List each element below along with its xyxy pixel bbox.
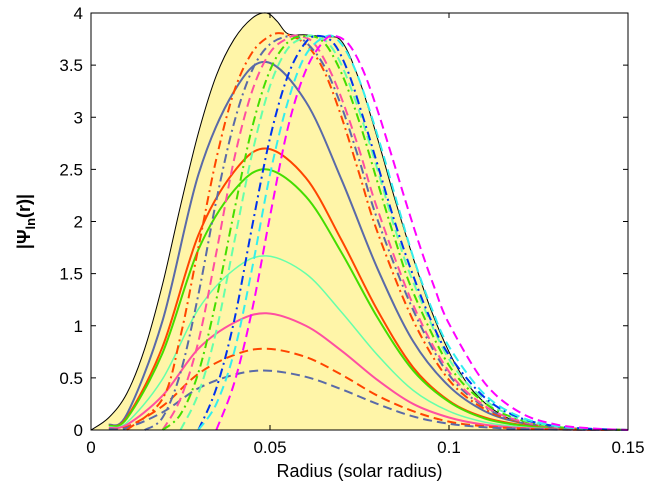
y-axis-title: |Ψln(r)| <box>14 194 38 249</box>
series-line-3 <box>108 168 629 431</box>
series-line-12 <box>179 34 629 431</box>
y-tick-label: 2 <box>74 213 83 232</box>
y-tick-label: 0 <box>74 421 83 440</box>
series-line-13 <box>197 34 629 431</box>
x-tick-label: 0.15 <box>611 438 644 457</box>
y-axis-title-tail: (r)| <box>14 194 34 218</box>
y-tick-label: 0.5 <box>59 369 83 388</box>
y-tick-label: 2.5 <box>59 160 83 179</box>
x-tick-label: 0.1 <box>437 438 461 457</box>
envelope-fill <box>91 12 628 431</box>
y-axis-ticks: 0 0.5 1 1.5 2 2.5 3 3.5 4 <box>59 4 628 440</box>
series-line-10 <box>161 34 629 431</box>
y-tick-label: 4 <box>74 4 83 23</box>
y-tick-label: 1.5 <box>59 265 83 284</box>
series-line-1 <box>108 60 629 431</box>
y-axis-title-subscript: ln <box>23 218 38 230</box>
x-tick-label: 0 <box>86 438 95 457</box>
x-tick-label: 0.05 <box>253 438 286 457</box>
x-axis-ticks: 0 0.05 0.1 0.15 <box>86 13 645 457</box>
series-line-15 <box>215 34 629 431</box>
y-tick-label: 3.5 <box>59 56 83 75</box>
y-tick-label: 1 <box>74 317 83 336</box>
series-lines <box>108 32 629 431</box>
y-tick-label: 3 <box>74 108 83 127</box>
series-line-14 <box>197 34 629 431</box>
x-axis-title: Radius (solar radius) <box>276 461 442 481</box>
y-axis-title-main: |Ψ <box>14 229 34 249</box>
series-line-8 <box>126 32 629 431</box>
series-line-11 <box>161 34 629 431</box>
